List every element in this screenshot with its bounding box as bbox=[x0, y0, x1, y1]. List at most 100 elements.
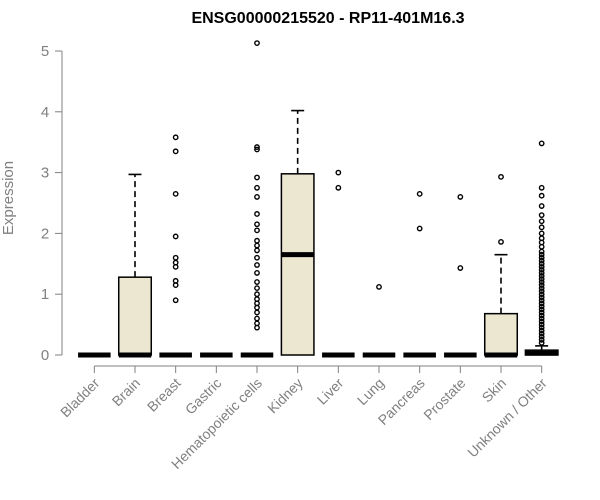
box-skin bbox=[483, 173, 519, 358]
outlier-point bbox=[254, 296, 260, 302]
box-breast bbox=[159, 134, 192, 358]
x-tick-label: Skin bbox=[479, 375, 510, 406]
outlier-point bbox=[538, 291, 545, 298]
outlier-point bbox=[538, 336, 545, 343]
x-tick-label: Brain bbox=[109, 375, 143, 409]
outlier-point bbox=[538, 321, 545, 328]
box-lung bbox=[362, 284, 396, 358]
box-body bbox=[483, 312, 519, 356]
outlier-point bbox=[254, 285, 260, 292]
x-tick-label: Lung bbox=[354, 375, 387, 408]
outlier-point bbox=[254, 221, 260, 228]
outlier-point bbox=[254, 194, 260, 200]
outlier-point bbox=[457, 194, 464, 200]
box-unknown-other bbox=[524, 140, 559, 356]
outlier-point bbox=[538, 306, 545, 313]
y-tick-label: 2 bbox=[41, 225, 49, 242]
outlier-point bbox=[538, 333, 545, 340]
outlier-point bbox=[538, 282, 545, 288]
x-tick-label: Liver bbox=[314, 375, 347, 408]
outlier-point bbox=[254, 262, 260, 268]
outlier-point bbox=[538, 257, 545, 264]
outlier-point bbox=[254, 242, 260, 249]
outlier-point bbox=[254, 309, 260, 316]
box-body bbox=[117, 276, 153, 356]
outlier-point bbox=[335, 169, 342, 176]
outlier-point bbox=[254, 320, 260, 327]
outlier-point bbox=[538, 218, 545, 225]
box-liver bbox=[322, 169, 355, 358]
outlier-point bbox=[538, 300, 545, 307]
outlier-point bbox=[254, 174, 260, 181]
box-brain bbox=[117, 173, 153, 358]
outlier-point bbox=[172, 134, 179, 141]
outlier-point bbox=[538, 254, 545, 261]
outlier-point bbox=[254, 247, 260, 254]
x-tick-label: Prostate bbox=[420, 375, 468, 423]
outlier-point bbox=[538, 184, 545, 191]
outlier-point bbox=[538, 285, 545, 292]
outlier-point bbox=[538, 230, 545, 237]
box-body bbox=[280, 173, 315, 356]
outlier-point bbox=[254, 146, 260, 153]
outlier-point bbox=[538, 339, 545, 346]
outlier-point bbox=[254, 237, 260, 244]
outlier-point bbox=[335, 184, 342, 191]
outlier-point bbox=[538, 327, 545, 334]
box-hematopoietic-cells bbox=[240, 40, 274, 358]
outlier-point bbox=[538, 297, 545, 304]
outlier-point bbox=[254, 270, 260, 276]
outlier-point bbox=[538, 288, 545, 295]
outlier-point bbox=[538, 251, 545, 258]
outlier-point bbox=[538, 260, 545, 267]
x-tick-label: Kidney bbox=[264, 375, 306, 417]
outlier-point bbox=[498, 239, 504, 245]
outlier-point bbox=[254, 40, 260, 46]
outlier-point bbox=[376, 284, 382, 290]
outlier-point bbox=[538, 318, 545, 325]
outlier-point bbox=[254, 211, 260, 217]
y-tick-label: 0 bbox=[41, 347, 49, 364]
chart-title: ENSG00000215520 - RP11-401M16.3 bbox=[191, 10, 464, 27]
outlier-point bbox=[498, 173, 504, 180]
outlier-point bbox=[254, 184, 260, 191]
outlier-point bbox=[538, 270, 545, 276]
outlier-point bbox=[538, 212, 545, 219]
outlier-point bbox=[172, 297, 179, 304]
outlier-point bbox=[538, 324, 545, 331]
box-pancreas bbox=[403, 190, 436, 358]
boxes-group bbox=[78, 40, 559, 358]
y-tick-label: 1 bbox=[41, 286, 49, 303]
outlier-point bbox=[538, 312, 545, 319]
outlier-point bbox=[538, 248, 545, 255]
outlier-point bbox=[538, 330, 545, 337]
outlier-point bbox=[538, 303, 545, 310]
outlier-point bbox=[538, 266, 545, 273]
outlier-point bbox=[538, 224, 545, 231]
outlier-point bbox=[538, 309, 545, 316]
outlier-point bbox=[254, 254, 260, 261]
y-axis-label: Expression bbox=[0, 161, 17, 235]
outlier-point bbox=[538, 235, 545, 242]
outlier-point bbox=[254, 227, 260, 234]
outlier-point bbox=[254, 279, 260, 285]
outlier-point bbox=[538, 263, 545, 270]
outlier-point bbox=[172, 254, 179, 261]
x-tick-label: Bladder bbox=[57, 375, 103, 421]
outlier-point bbox=[172, 190, 179, 197]
outlier-point bbox=[254, 291, 260, 298]
outlier-point bbox=[538, 315, 545, 322]
outlier-point bbox=[538, 140, 545, 147]
x-tick-label: Breast bbox=[144, 375, 184, 415]
outlier-point bbox=[254, 144, 260, 150]
y-tick-label: 3 bbox=[41, 165, 49, 182]
outlier-point bbox=[416, 190, 423, 197]
outlier-point bbox=[172, 259, 179, 266]
outlier-point bbox=[172, 277, 179, 284]
outlier-point bbox=[416, 225, 423, 232]
outlier-point bbox=[538, 276, 545, 282]
outlier-point bbox=[538, 203, 545, 209]
outlier-point bbox=[457, 265, 464, 271]
outlier-point bbox=[538, 294, 545, 301]
